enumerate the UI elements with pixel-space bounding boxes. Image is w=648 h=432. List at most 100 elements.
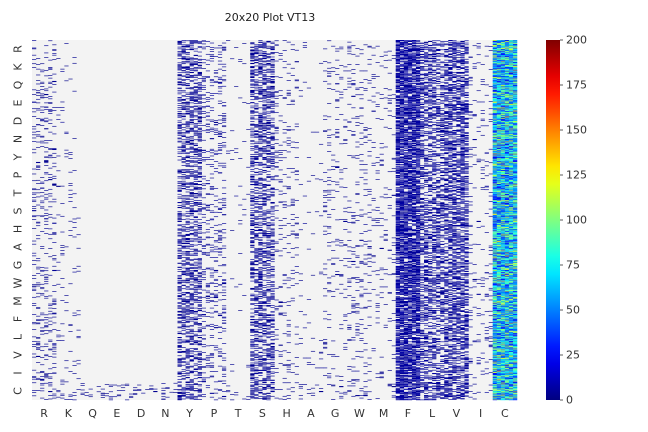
heatmap-cell <box>178 302 182 303</box>
heatmap-cell <box>258 70 262 71</box>
heatmap-cell <box>250 85 254 86</box>
heatmap-cell <box>210 82 214 83</box>
heatmap-cell <box>178 138 182 139</box>
heatmap-cell <box>307 362 311 363</box>
heatmap-cell <box>89 389 93 390</box>
heatmap-cell <box>178 98 182 99</box>
heatmap-cell <box>222 353 226 354</box>
heatmap-cell <box>250 154 254 155</box>
heatmap-cell <box>182 142 186 143</box>
heatmap-cell <box>367 282 371 283</box>
heatmap-cell <box>48 382 52 383</box>
heatmap-cell <box>52 344 56 345</box>
heatmap-cell <box>355 245 359 246</box>
heatmap-cell <box>194 253 198 254</box>
heatmap-cell <box>186 93 190 94</box>
heatmap-cell <box>198 41 202 42</box>
heatmap-cell <box>32 244 36 245</box>
heatmap-cell <box>250 246 254 247</box>
heatmap-cell <box>186 355 190 356</box>
heatmap-cell <box>250 391 254 392</box>
heatmap-cell <box>206 365 210 366</box>
heatmap-cell <box>32 141 36 142</box>
heatmap-cell <box>266 243 270 244</box>
heatmap-cell <box>270 358 274 359</box>
heatmap-cell <box>72 315 76 316</box>
heatmap-cell <box>186 313 190 314</box>
heatmap-cell <box>262 205 266 206</box>
heatmap-cell <box>194 359 198 360</box>
heatmap-cell <box>266 377 270 378</box>
heatmap-cell <box>194 148 198 149</box>
heatmap-cell <box>238 59 242 60</box>
heatmap-cell <box>347 366 351 367</box>
heatmap-cell <box>194 172 198 173</box>
heatmap-cell <box>206 112 210 113</box>
heatmap-cell <box>266 369 270 370</box>
heatmap-cell <box>72 237 76 238</box>
heatmap-cell <box>258 116 262 117</box>
heatmap-cell <box>194 98 198 99</box>
heatmap-cell <box>206 164 210 165</box>
heatmap-cell <box>206 130 210 131</box>
heatmap-cell <box>266 48 270 49</box>
heatmap-cell <box>250 196 254 197</box>
heatmap-cell <box>129 397 133 398</box>
heatmap-cell <box>262 135 266 136</box>
heatmap-cell <box>202 108 206 109</box>
heatmap-cell <box>182 340 186 341</box>
heatmap-cell <box>355 158 359 159</box>
heatmap-cell <box>198 229 202 230</box>
heatmap-cell <box>182 261 186 262</box>
heatmap-cell <box>250 355 254 356</box>
heatmap-cell <box>190 111 194 112</box>
heatmap-cell <box>222 370 226 371</box>
heatmap-cell <box>36 344 40 345</box>
heatmap-cell <box>202 78 206 79</box>
heatmap-cell <box>186 262 190 263</box>
heatmap-cell <box>266 314 270 315</box>
heatmap-cell <box>186 312 190 313</box>
heatmap-cell <box>40 248 44 249</box>
heatmap-cell <box>194 151 198 152</box>
heatmap-cell <box>182 358 186 359</box>
heatmap-cell <box>202 152 206 153</box>
heatmap-cell <box>262 133 266 134</box>
heatmap-cell <box>186 108 190 109</box>
heatmap-cell <box>194 312 198 313</box>
heatmap-cell <box>198 360 202 361</box>
heatmap-cell <box>254 373 258 374</box>
heatmap-cell <box>355 257 359 258</box>
heatmap-cell <box>178 363 182 364</box>
heatmap-cell <box>198 364 202 365</box>
heatmap-cell <box>186 40 190 41</box>
heatmap-cell <box>258 225 262 226</box>
heatmap-cell <box>351 85 355 86</box>
heatmap-cell <box>97 391 101 392</box>
heatmap-cell <box>250 210 254 211</box>
heatmap-cell <box>198 88 202 89</box>
heatmap-cell <box>68 396 72 397</box>
heatmap-cell <box>76 330 80 331</box>
heatmap-cell <box>258 294 262 295</box>
heatmap-cell <box>182 105 186 106</box>
heatmap-cell <box>275 176 279 177</box>
heatmap-cell <box>262 75 266 76</box>
heatmap-cell <box>206 355 210 356</box>
heatmap-cell <box>258 99 262 100</box>
heatmap-cell <box>250 276 254 277</box>
heatmap-cell <box>186 342 190 343</box>
heatmap-cell <box>186 203 190 204</box>
heatmap-cell <box>178 271 182 272</box>
heatmap-cell <box>60 122 64 123</box>
heatmap-cell <box>254 381 258 382</box>
heatmap-cell <box>367 47 371 48</box>
heatmap-cell <box>359 287 363 288</box>
heatmap-cell <box>262 139 266 140</box>
heatmap-cell <box>206 106 210 107</box>
heatmap-cell <box>32 55 36 56</box>
heatmap-cell <box>270 235 274 236</box>
heatmap-cell <box>182 387 186 388</box>
heatmap-cell <box>194 230 198 231</box>
heatmap-cell <box>266 102 270 103</box>
